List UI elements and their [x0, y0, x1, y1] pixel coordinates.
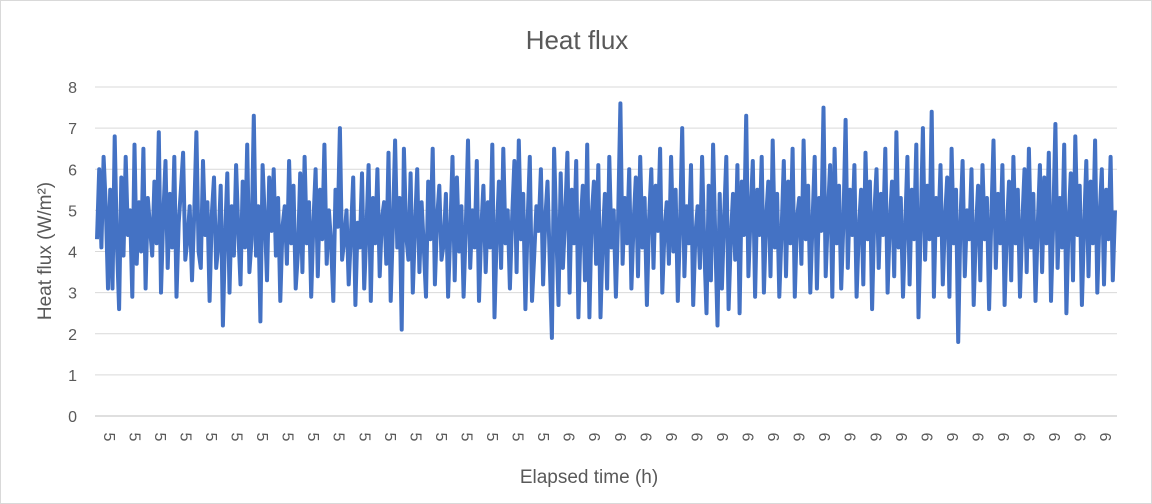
x-tick-label: 6 [1096, 433, 1113, 442]
x-tick-label: 6 [764, 433, 781, 442]
y-tick-label: 0 [68, 409, 77, 426]
x-tick-label: 5 [381, 433, 398, 442]
x-tick-label: 5 [202, 433, 219, 442]
x-tick-label: 5 [432, 433, 449, 442]
x-tick-label: 5 [457, 433, 474, 442]
chart-title: Heat flux [526, 25, 629, 55]
x-tick-label: 5 [509, 433, 526, 442]
x-tick-label: 6 [943, 433, 960, 442]
x-tick-label: 6 [917, 433, 934, 442]
x-tick-label: 6 [994, 433, 1011, 442]
x-tick-label: 5 [125, 433, 142, 442]
y-tick-label: 2 [68, 327, 77, 344]
x-tick-label: 6 [790, 433, 807, 442]
x-tick-label: 6 [662, 433, 679, 442]
x-tick-label: 6 [1071, 433, 1088, 442]
x-tick-label: 5 [151, 433, 168, 442]
x-tick-label: 5 [304, 433, 321, 442]
x-tick-label: 5 [330, 433, 347, 442]
y-tick-label: 4 [68, 245, 77, 262]
x-tick-label: 6 [866, 433, 883, 442]
x-tick-label: 5 [228, 433, 245, 442]
y-tick-label: 7 [68, 121, 77, 138]
y-tick-label: 8 [68, 80, 77, 97]
x-tick-label: 5 [483, 433, 500, 442]
x-tick-label: 6 [636, 433, 653, 442]
y-tick-label: 6 [68, 162, 77, 179]
x-tick-label: 5 [100, 433, 117, 442]
x-tick-label: 5 [534, 433, 551, 442]
series-layer [95, 101, 1117, 344]
x-tick-label: 6 [892, 433, 909, 442]
y-tick-labels: 0 1 2 3 4 5 6 7 8 [68, 80, 77, 426]
x-tick-label: 5 [355, 433, 372, 442]
x-tick-label: 6 [585, 433, 602, 442]
x-tick-label: 5 [406, 433, 423, 442]
x-tick-label: 6 [1045, 433, 1062, 442]
x-tick-label: 5 [253, 433, 270, 442]
x-tick-label: 6 [687, 433, 704, 442]
x-tick-label: 6 [815, 433, 832, 442]
series-line [95, 101, 1117, 344]
x-tick-label: 6 [713, 433, 730, 442]
x-tick-label: 6 [1020, 433, 1037, 442]
y-tick-label: 1 [68, 368, 77, 385]
x-tick-label: 6 [841, 433, 858, 442]
x-axis-label: Elapsed time (h) [520, 467, 658, 488]
x-tick-label: 6 [968, 433, 985, 442]
x-tick-label: 6 [739, 433, 756, 442]
x-tick-label: 6 [560, 433, 577, 442]
y-tick-label: 3 [68, 286, 77, 303]
y-axis-label: Heat flux (W/m²) [35, 182, 56, 320]
y-tick-label: 5 [68, 203, 77, 220]
x-tick-label: 5 [279, 433, 296, 442]
x-tick-label: 6 [611, 433, 628, 442]
x-tick-label: 5 [176, 433, 193, 442]
